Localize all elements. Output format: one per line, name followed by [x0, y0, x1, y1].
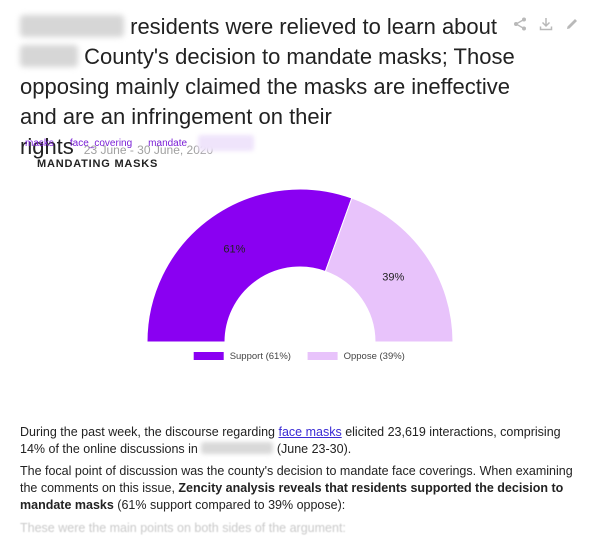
- share-icon[interactable]: [512, 16, 528, 32]
- tag-list: masks face_covering mandate: [20, 135, 255, 152]
- face-masks-link[interactable]: face masks: [278, 425, 342, 439]
- p2-text-a: The focal point of discussion was the co…: [20, 464, 573, 495]
- slice-support[interactable]: [146, 188, 353, 343]
- tag-mandate[interactable]: mandate: [148, 138, 188, 149]
- p2-text-b: (61% support compared to 39% oppose):: [117, 498, 346, 512]
- slice-oppose[interactable]: [324, 197, 454, 343]
- tag-face-covering[interactable]: face_covering: [69, 138, 133, 149]
- headline: residents were relieved to learn about C…: [20, 12, 520, 165]
- headline-part1: residents were relieved to learn about: [130, 14, 498, 39]
- paragraph-interactions: During the past week, the discourse rega…: [20, 424, 580, 458]
- p1-text-a: During the past week, the discourse rega…: [20, 425, 276, 439]
- data-label-oppose: 39%: [382, 271, 404, 283]
- edit-icon[interactable]: [564, 16, 580, 32]
- paragraph-main-points: These were the main points on both sides…: [20, 521, 346, 535]
- card-actions: [512, 16, 580, 32]
- chart-title: MANDATING MASKS: [37, 158, 159, 170]
- tag-masks[interactable]: masks: [25, 138, 54, 149]
- legend-swatch-support[interactable]: [193, 352, 224, 360]
- legend-swatch-oppose[interactable]: [307, 352, 338, 360]
- data-label-support: 61%: [223, 244, 245, 256]
- headline-part2: County's decision to mandate masks; Thos…: [20, 44, 515, 159]
- download-icon[interactable]: [538, 16, 554, 32]
- p2-text-bold: Zencity analysis reveals that residents …: [20, 481, 564, 512]
- redacted-city: [201, 442, 274, 454]
- p1-text-b: elicited 23,619 interactions, comprising…: [20, 425, 561, 456]
- legend-label-oppose[interactable]: Oppose (39%): [344, 351, 405, 362]
- chart-svg: 61% 39% Support (61%) Oppose (39%): [146, 188, 454, 362]
- semi-donut-chart: 61% 39% Support (61%) Oppose (39%): [140, 188, 460, 376]
- redacted-county: [20, 45, 78, 67]
- tag-redacted[interactable]: [198, 135, 255, 151]
- redacted-location: [20, 15, 124, 37]
- date-range: 23 June - 30 June, 2020: [83, 143, 214, 157]
- paragraph-analysis: The focal point of discussion was the co…: [20, 463, 580, 514]
- legend-label-support[interactable]: Support (61%): [230, 351, 291, 362]
- p1-text-c: (June 23-30).: [276, 442, 352, 456]
